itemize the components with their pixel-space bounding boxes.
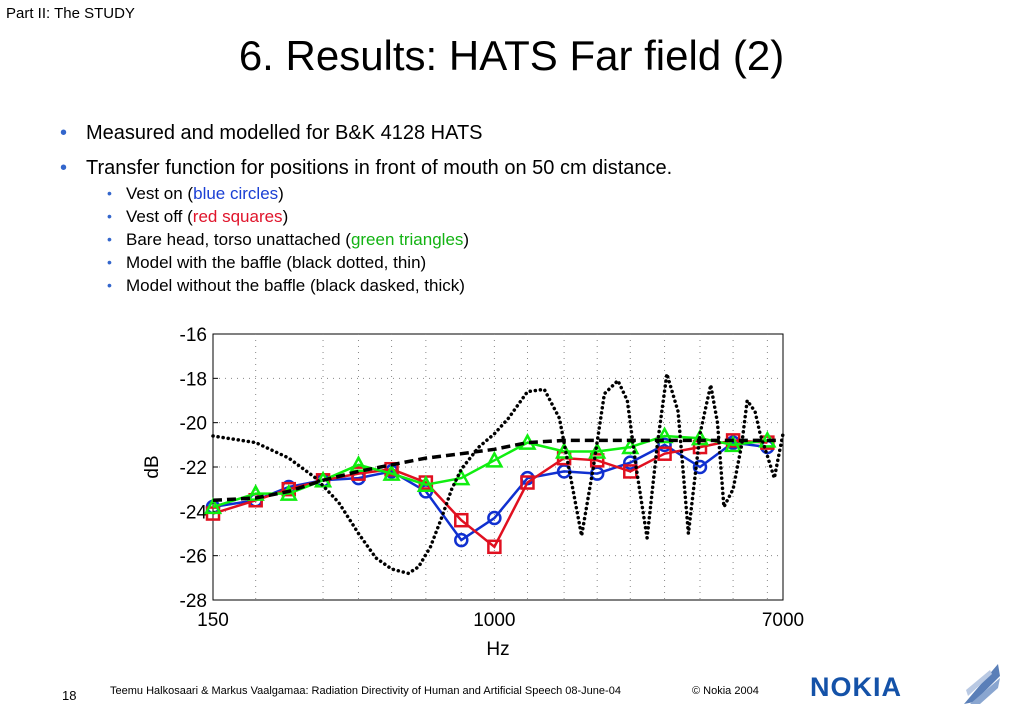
series-line-dashed [212, 438, 783, 503]
legend-red-squares: red squares [192, 207, 283, 226]
footer-copyright: © Nokia 2004 [692, 685, 759, 697]
sub-bullet-text: Vest off ( [126, 207, 193, 226]
marker-green-triangle [203, 497, 223, 515]
bullet-transfer-function: Transfer function for positions in front… [60, 157, 672, 180]
x-tick-label: 150 [197, 610, 229, 631]
marker-green-triangle [588, 441, 607, 459]
sub-bullet-model-no-baffle: Model without the baffle (black dasked, … [100, 274, 672, 297]
marker-green-triangle [724, 435, 743, 453]
sub-bullet-vest-on: Vest on (blue circles) [100, 182, 672, 205]
marker-red-square [520, 475, 535, 490]
y-tick-label: -28 [180, 591, 207, 612]
marker-green-triangle [416, 475, 435, 492]
slide-title: 6. Results: HATS Far field (2) [238, 32, 785, 79]
page-number: 18 [62, 688, 77, 703]
y-tick-label: -22 [180, 458, 207, 479]
sub-bullet-text: Model without the baffle (black dasked, … [126, 276, 465, 295]
sub-bullet-model-baffle: Model with the baffle (black dotted, thi… [100, 251, 672, 274]
marker-blue-circle [657, 437, 672, 453]
sub-bullet-text: ) [463, 230, 470, 249]
nokia-wing-icon [964, 664, 1000, 704]
x-axis-label: Hz [486, 639, 509, 660]
marker-green-triangle [655, 426, 674, 444]
y-tick-label: -26 [180, 547, 207, 568]
marker-green-triangle [452, 468, 471, 486]
series-line-dotted [211, 373, 785, 576]
sub-bullet-bare-head: Bare head, torso unattached (green trian… [100, 228, 672, 251]
marker-red-square [657, 446, 672, 461]
marker-red-square [281, 481, 297, 497]
marker-green-triangle [555, 441, 574, 459]
marker-blue-circle [454, 532, 469, 548]
sub-bullet-vest-off: Vest off (red squares) [100, 205, 672, 228]
part-label: Part II: The STUDY [6, 5, 135, 22]
sub-bullet-text: Model with the baffle (black dotted, thi… [126, 253, 427, 272]
bullet-measured: Measured and modelled for B&K 4128 HATS [60, 122, 672, 145]
sub-bullet-text: Vest on ( [126, 184, 194, 203]
y-tick-label: -20 [180, 414, 207, 435]
bullet-list: Measured and modelled for B&K 4128 HATS … [60, 122, 672, 297]
marker-red-square [589, 453, 605, 468]
marker-green-triangle [382, 464, 401, 481]
marker-blue-circle [692, 459, 708, 475]
footer-citation: Teemu Halkosaari & Markus Vaalgamaa: Rad… [110, 685, 621, 697]
marker-red-square [454, 512, 469, 528]
legend-green-triangles: green triangles [350, 230, 464, 249]
y-tick-label: -18 [180, 369, 207, 390]
marker-green-triangle [349, 455, 368, 473]
marker-red-square [487, 539, 502, 555]
sub-bullet-text: Bare head, torso unattached ( [126, 230, 351, 249]
y-tick-label: -16 [180, 325, 207, 346]
x-tick-label: 7000 [762, 610, 804, 631]
nokia-logo: NOKIA [810, 672, 902, 702]
y-tick-label: -24 [180, 502, 208, 523]
legend-blue-circles: blue circles [193, 184, 279, 203]
x-tick-label: 1000 [473, 610, 515, 631]
y-axis-label: dB [142, 455, 163, 478]
sub-bullet-text: ) [282, 207, 289, 226]
marker-green-triangle [485, 450, 504, 468]
marker-blue-circle [487, 510, 502, 526]
sub-bullet-text: ) [278, 184, 284, 203]
